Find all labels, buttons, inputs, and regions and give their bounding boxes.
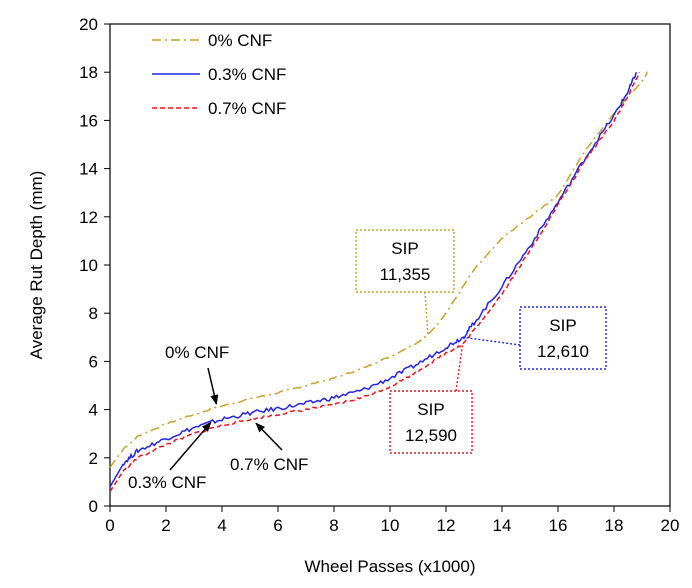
x-tick-label: 10 xyxy=(381,516,400,535)
y-tick-label: 2 xyxy=(89,449,98,468)
y-tick-label: 14 xyxy=(79,160,98,179)
sip-annotation-0-cnf: SIP 11,355 xyxy=(355,229,455,335)
x-axis-title: Wheel Passes (x1000) xyxy=(304,557,475,576)
x-tick-label: 2 xyxy=(161,516,170,535)
sip-leader-0-cnf xyxy=(424,291,429,335)
sip-box-0.7-cnf xyxy=(389,390,473,454)
y-tick-label: 8 xyxy=(89,304,98,323)
curve-arrow-0.7-cnf xyxy=(255,422,283,451)
legend: 0% CNF 0.3% CNF 0.7% CNF xyxy=(152,31,286,118)
y-tick-label: 0 xyxy=(89,497,98,516)
series-line-0.3-cnf xyxy=(109,71,638,488)
x-tick-label: 20 xyxy=(661,516,680,535)
sip-box-0.3-cnf xyxy=(519,306,607,370)
sip-leader-0.3-cnf xyxy=(462,336,521,346)
y-tick-label: 12 xyxy=(79,208,98,227)
y-tick-label: 16 xyxy=(79,111,98,130)
legend-label-0-cnf: 0% CNF xyxy=(208,31,272,50)
x-tick-label: 6 xyxy=(273,516,282,535)
y-tick-label: 6 xyxy=(89,352,98,371)
curve-labels: 0% CNF 0.3% CNF 0.7% CNF xyxy=(128,343,308,492)
series-line-0-cnf xyxy=(109,71,648,468)
sip-value-0.7-cnf: 12,590 xyxy=(405,426,457,445)
x-tick-label: 14 xyxy=(493,516,512,535)
sip-leader-0.7-cnf xyxy=(455,344,464,392)
sip-title-0.7-cnf: SIP xyxy=(417,400,444,419)
x-tick-label: 8 xyxy=(329,516,338,535)
y-tick-label: 20 xyxy=(79,15,98,34)
y-axis-title: Average Rut Depth (mm) xyxy=(27,171,46,360)
curve-arrow-0-cnf xyxy=(207,367,219,405)
sip-annotation-0.7-cnf: SIP 12,590 xyxy=(389,344,473,454)
sip-title-0.3-cnf: SIP xyxy=(549,316,576,335)
y-tick-label: 4 xyxy=(89,401,98,420)
curve-label-0.3-cnf: 0.3% CNF xyxy=(128,473,206,492)
ticks: 0 2 4 6 8 10 12 14 16 18 20 0 2 4 6 8 10 12 14 16 18 20 xyxy=(79,15,679,535)
x-tick-label: 0 xyxy=(105,516,114,535)
y-tick-label: 18 xyxy=(79,63,98,82)
legend-label-0.3-cnf: 0.3% CNF xyxy=(208,65,286,84)
y-tick-label: 10 xyxy=(79,256,98,275)
sip-value-0-cnf: 11,355 xyxy=(380,265,431,284)
x-tick-label: 4 xyxy=(217,516,226,535)
sip-annotation-0.3-cnf: SIP 12,610 xyxy=(462,306,607,370)
sip-box-0-cnf xyxy=(355,229,455,293)
curve-label-0.7-cnf: 0.7% CNF xyxy=(230,455,308,474)
sip-title-0-cnf: SIP xyxy=(391,239,418,258)
series-line-0.7-cnf xyxy=(109,71,640,492)
x-tick-label: 18 xyxy=(605,516,624,535)
legend-label-0.7-cnf: 0.7% CNF xyxy=(208,99,286,118)
x-tick-label: 16 xyxy=(549,516,568,535)
x-tick-label: 12 xyxy=(437,516,456,535)
curve-arrow-0.3-cnf xyxy=(169,421,212,471)
curve-label-0-cnf: 0% CNF xyxy=(165,343,229,362)
series-group xyxy=(109,71,648,492)
sip-value-0.3-cnf: 12,610 xyxy=(537,342,589,361)
